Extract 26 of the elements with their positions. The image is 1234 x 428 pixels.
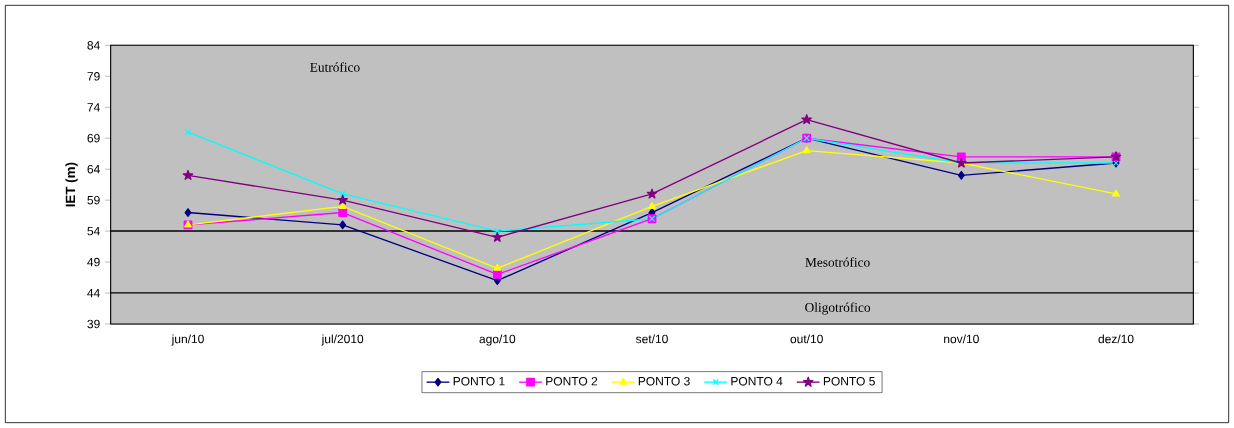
band-label: Oligotrófico [805,302,871,315]
legend-label: PONTO 2 [546,376,598,386]
y-tick-label: 49 [87,257,100,267]
band-label: Eutrófico [310,62,360,72]
x-tick-label: nov/10 [944,334,979,344]
band-label: Mesotrófico [805,257,870,267]
legend-label: PONTO 3 [638,376,690,386]
y-tick-label: 69 [87,133,100,143]
y-tick-label: 79 [87,72,100,81]
y-tick-label: 84 [87,41,100,50]
legend-label: PONTO 5 [823,376,875,386]
x-tick-label: jul/2010 [321,334,364,346]
y-tick-label: 64 [87,164,100,174]
legend-label: PONTO 1 [453,376,505,386]
y-axis-title: IET (m) [65,162,78,207]
y-tick-label: 59 [87,195,100,205]
y-tick-label: 39 [87,319,100,329]
x-tick-label: out/10 [790,334,823,344]
x-tick-label: jun/10 [171,334,204,346]
x-tick-label: ago/10 [479,334,516,346]
x-tick-label: set/10 [635,334,668,344]
y-tick-label: 44 [87,288,100,298]
y-tick-label: 74 [87,103,100,112]
legend-label: PONTO 4 [731,376,783,386]
x-tick-label: dez/10 [1098,334,1134,344]
y-tick-label: 54 [87,226,100,236]
